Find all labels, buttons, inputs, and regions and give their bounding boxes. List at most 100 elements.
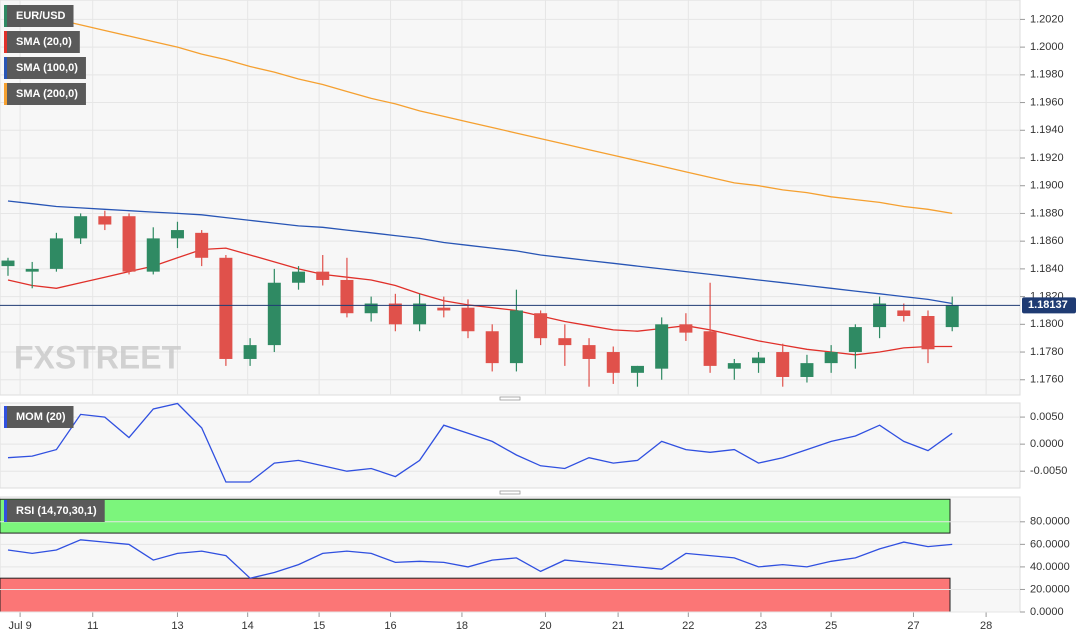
y-tick-label: 0.0000	[1030, 606, 1064, 618]
x-tick-label: 27	[907, 620, 919, 632]
splitter[interactable]	[499, 490, 521, 495]
y-tick-label: 0.0050	[1030, 411, 1064, 423]
price-box	[1022, 297, 1076, 314]
legend-label: RSI (14,70,30,1)	[16, 505, 97, 517]
y-tick-label: 20.0000	[1030, 583, 1070, 595]
panel-bg	[0, 402, 1021, 489]
y-tick-label: 1.1960	[1030, 96, 1064, 108]
legend-swatch	[4, 5, 7, 27]
x-tick-label: 14	[242, 620, 254, 632]
candle-body	[1, 260, 15, 267]
y-tick-label: 1.1860	[1030, 235, 1064, 247]
x-tick-label: 28	[980, 620, 992, 632]
legend-swatch	[4, 57, 7, 79]
indicator-line	[7, 539, 953, 579]
x-tick-label: 22	[682, 620, 694, 632]
legend-box	[4, 57, 86, 79]
candle-body	[848, 327, 862, 353]
sma-line	[7, 200, 953, 305]
legend-box	[4, 31, 80, 53]
y-tick-label: 1.1920	[1030, 152, 1064, 164]
candle-body	[509, 310, 523, 364]
y-tick-label: 1.1940	[1030, 124, 1064, 136]
legend-label: SMA (200,0)	[16, 88, 78, 100]
legend-label: MOM (20)	[16, 411, 66, 423]
candle-body	[897, 310, 911, 316]
candle-body	[122, 216, 136, 272]
y-tick-label: -0.0050	[1030, 465, 1067, 477]
candle-body	[921, 316, 935, 350]
band	[0, 498, 951, 534]
x-tick-label: 16	[384, 620, 396, 632]
legend-label: SMA (20,0)	[16, 36, 72, 48]
candle-body	[316, 271, 330, 280]
candle-body	[437, 307, 451, 311]
candle-body	[461, 307, 475, 332]
candle-body	[413, 303, 427, 325]
x-tick-label: 20	[539, 620, 551, 632]
y-tick-label: 1.1760	[1030, 374, 1064, 386]
candle-body	[776, 352, 790, 377]
candle-body	[340, 279, 354, 314]
candle-body	[364, 303, 378, 314]
legend-box	[4, 500, 105, 522]
candle-body	[606, 352, 620, 373]
y-tick-label: 40.0000	[1030, 561, 1070, 573]
y-tick-label: 1.1900	[1030, 180, 1064, 192]
candle-body	[49, 238, 63, 269]
candle-body	[25, 268, 39, 272]
candle-body	[267, 282, 281, 346]
candle-body	[243, 345, 257, 359]
candle-body	[219, 257, 233, 359]
legend-swatch	[4, 406, 7, 428]
legend-label: SMA (100,0)	[16, 62, 78, 74]
candle-body	[388, 303, 402, 325]
x-tick-label: 21	[612, 620, 624, 632]
x-tick-label: Jul 9	[8, 620, 31, 632]
candle-body	[727, 363, 741, 369]
legend-swatch	[4, 31, 7, 53]
y-tick-label: 1.1780	[1030, 346, 1064, 358]
watermark: FXSTREET	[14, 339, 182, 375]
x-tick-label: 18	[456, 620, 468, 632]
x-tick-label: 15	[313, 620, 325, 632]
y-tick-label: 1.2020	[1030, 13, 1064, 25]
y-tick-label: 1.1840	[1030, 263, 1064, 275]
candle-body	[800, 363, 814, 377]
legend-box	[4, 5, 74, 27]
candle-body	[170, 230, 184, 239]
y-tick-label: 1.2000	[1030, 41, 1064, 53]
candle-body	[74, 216, 88, 239]
candle-body	[703, 331, 717, 366]
y-tick-label: 1.1880	[1030, 207, 1064, 219]
candle-body	[292, 271, 306, 283]
y-tick-label: 1.1980	[1030, 69, 1064, 81]
candle-body	[195, 232, 209, 258]
candle-body	[752, 357, 766, 364]
x-tick-label: 13	[171, 620, 183, 632]
sma-line	[7, 247, 953, 356]
candle-body	[679, 324, 693, 333]
y-tick-label: 0.0000	[1030, 438, 1064, 450]
candle-body	[824, 352, 838, 364]
candle-body	[582, 345, 596, 359]
candle-body	[534, 313, 548, 339]
y-tick-label: 80.0000	[1030, 516, 1070, 528]
legend-box	[4, 406, 74, 428]
candle-body	[630, 365, 644, 373]
indicator-line	[7, 402, 953, 483]
legend-label: EUR/USD	[16, 10, 66, 22]
y-tick-label: 1.1800	[1030, 318, 1064, 330]
candle-body	[558, 338, 572, 346]
y-tick-label: 60.0000	[1030, 538, 1070, 550]
candle-body	[945, 305, 959, 328]
legend-swatch	[4, 83, 7, 105]
legend-box	[4, 83, 86, 105]
splitter[interactable]	[499, 396, 521, 401]
candle-body	[873, 303, 887, 328]
legend-swatch	[4, 500, 7, 522]
candle-body	[485, 331, 499, 364]
price-label: 1.18137	[1028, 299, 1068, 311]
candle-body	[98, 216, 112, 225]
